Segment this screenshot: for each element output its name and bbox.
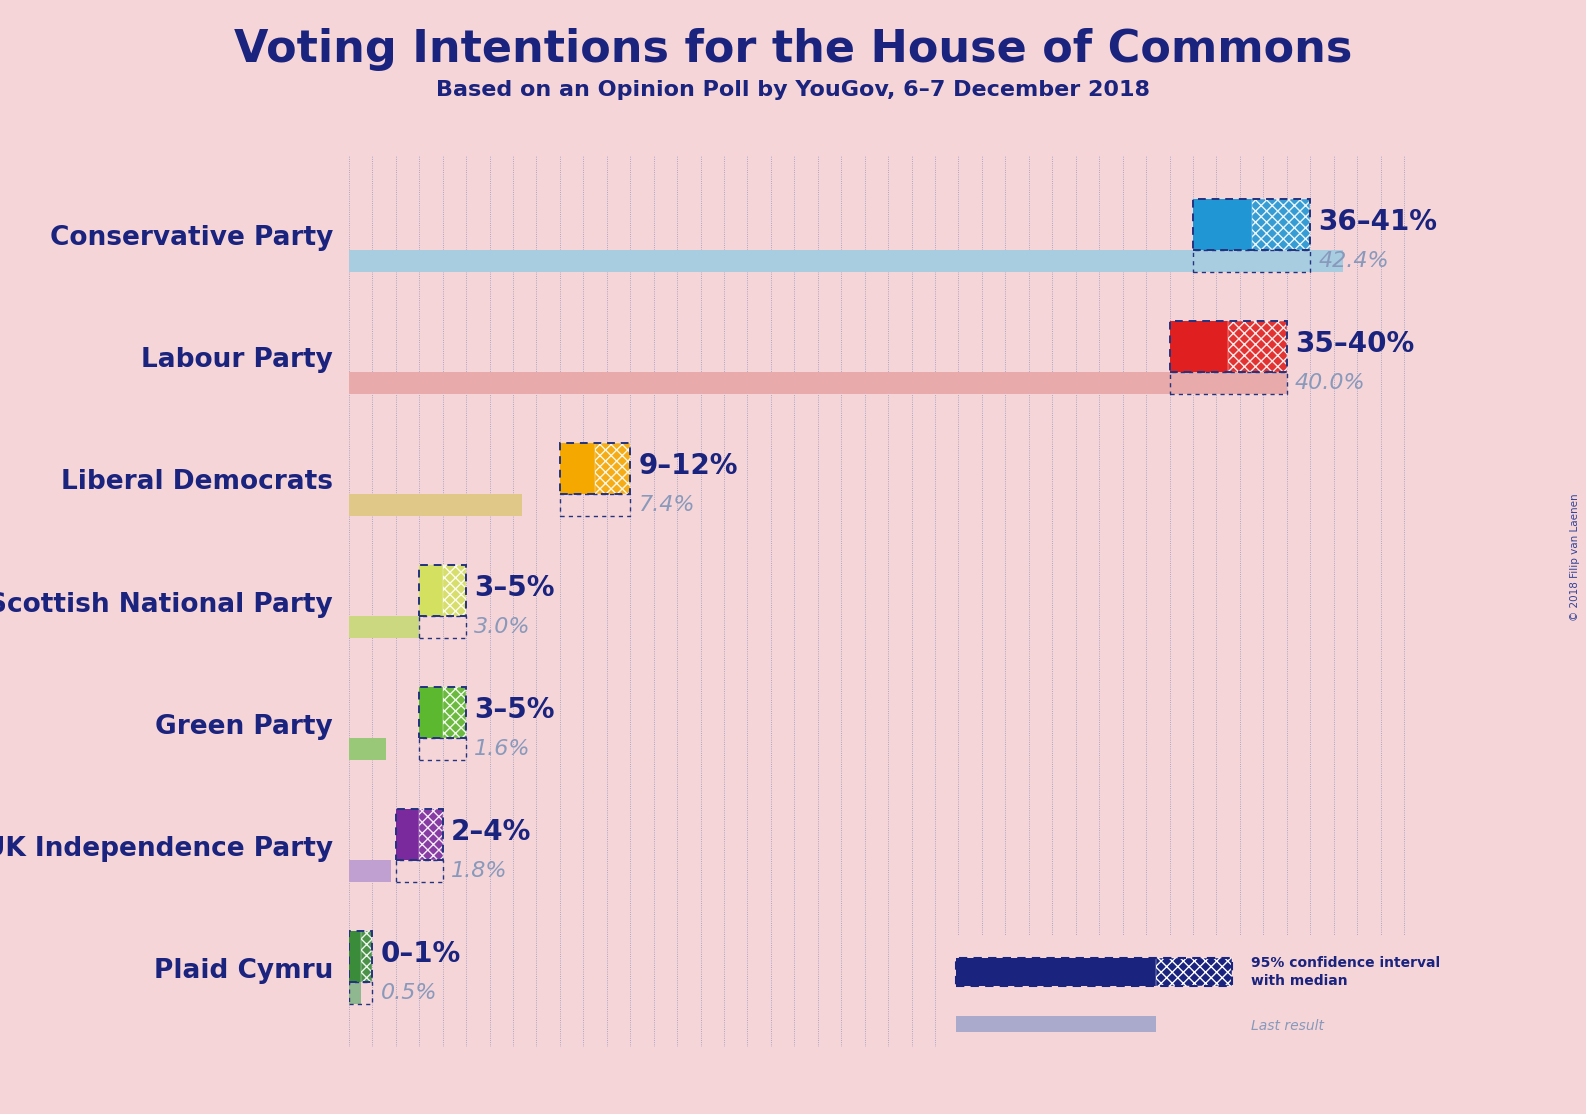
Bar	[560, 495, 630, 516]
Bar	[349, 931, 360, 983]
Bar	[396, 809, 419, 860]
Bar	[349, 250, 1343, 272]
Bar	[1193, 198, 1310, 250]
Bar	[419, 565, 466, 616]
Bar	[1156, 958, 1232, 986]
Bar	[419, 739, 466, 760]
Bar	[349, 616, 419, 638]
Text: 35–40%: 35–40%	[1294, 330, 1415, 358]
Bar	[956, 1016, 1156, 1032]
Text: Voting Intentions for the House of Commons: Voting Intentions for the House of Commo…	[233, 28, 1353, 71]
Bar	[442, 565, 466, 616]
Bar	[349, 372, 1286, 394]
Bar	[1169, 321, 1228, 372]
Text: Based on an Opinion Poll by YouGov, 6–7 December 2018: Based on an Opinion Poll by YouGov, 6–7 …	[436, 80, 1150, 100]
Text: 36–41%: 36–41%	[1318, 208, 1437, 236]
Bar	[396, 809, 442, 860]
Text: 7.4%: 7.4%	[639, 495, 695, 515]
Bar	[1169, 321, 1286, 372]
Text: 0–1%: 0–1%	[381, 940, 462, 968]
Bar	[419, 616, 466, 638]
Bar	[349, 983, 360, 1005]
Text: 95% confidence interval
with median: 95% confidence interval with median	[1251, 956, 1440, 988]
Bar	[956, 958, 1232, 986]
Text: 3–5%: 3–5%	[474, 574, 555, 603]
Text: 2–4%: 2–4%	[450, 819, 531, 847]
Text: 1.8%: 1.8%	[450, 861, 508, 881]
Bar	[1251, 198, 1310, 250]
Bar	[1193, 198, 1251, 250]
Text: 3–5%: 3–5%	[474, 696, 555, 724]
Bar	[419, 687, 442, 739]
Text: 3.0%: 3.0%	[474, 617, 531, 637]
Text: © 2018 Filip van Laenen: © 2018 Filip van Laenen	[1570, 494, 1580, 620]
Text: 0.5%: 0.5%	[381, 984, 438, 1004]
Bar	[560, 443, 630, 495]
Bar	[442, 687, 466, 739]
Bar	[956, 958, 1156, 986]
Text: 1.6%: 1.6%	[474, 740, 531, 760]
Bar	[419, 565, 442, 616]
Bar	[349, 983, 373, 1005]
Bar	[1228, 321, 1286, 372]
Bar	[595, 443, 630, 495]
Bar	[1169, 372, 1286, 394]
Text: 9–12%: 9–12%	[639, 452, 737, 480]
Bar	[360, 931, 373, 983]
Bar	[1193, 250, 1310, 272]
Text: 40.0%: 40.0%	[1294, 373, 1366, 393]
Bar	[349, 495, 522, 516]
Text: Last result: Last result	[1251, 1019, 1324, 1033]
Bar	[419, 809, 442, 860]
Bar	[396, 860, 442, 882]
Bar	[560, 443, 595, 495]
Bar	[349, 931, 373, 983]
Bar	[349, 739, 387, 760]
Text: 42.4%: 42.4%	[1318, 251, 1389, 271]
Bar	[349, 860, 392, 882]
Bar	[419, 687, 466, 739]
